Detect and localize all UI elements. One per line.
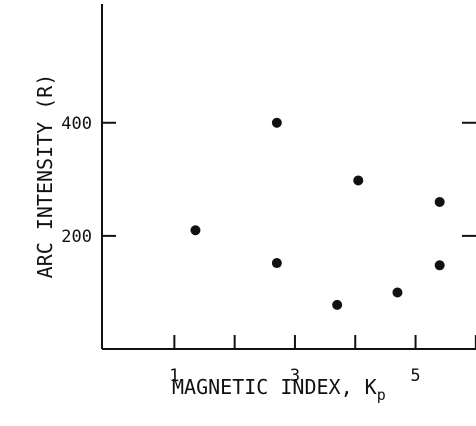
data-point	[271, 258, 282, 269]
data-point	[353, 175, 364, 186]
x-tick-label: 1	[169, 366, 179, 386]
x-axis-ticks: 1 3 5	[169, 335, 476, 386]
y-tick-label: 200	[61, 227, 92, 247]
y-axis-ticks: 200 400	[61, 114, 476, 247]
x-axis-title-subscript: p	[377, 386, 386, 404]
plot-frame	[101, 4, 476, 350]
y-tick-label: 400	[61, 114, 92, 134]
x-axis-title: MAGNETIC INDEX, Kp	[172, 375, 386, 404]
data-point	[434, 260, 445, 271]
data-points	[190, 117, 445, 310]
data-point	[434, 196, 445, 207]
x-tick-label: 5	[410, 366, 420, 386]
x-tick-label: 3	[290, 366, 300, 386]
y-axis-title: ARC INTENSITY (R)	[33, 74, 57, 279]
data-point	[332, 299, 343, 310]
data-point	[392, 287, 403, 298]
data-point	[190, 225, 201, 236]
x-axis-title-text: MAGNETIC INDEX, K	[172, 375, 377, 399]
data-point	[271, 117, 282, 128]
